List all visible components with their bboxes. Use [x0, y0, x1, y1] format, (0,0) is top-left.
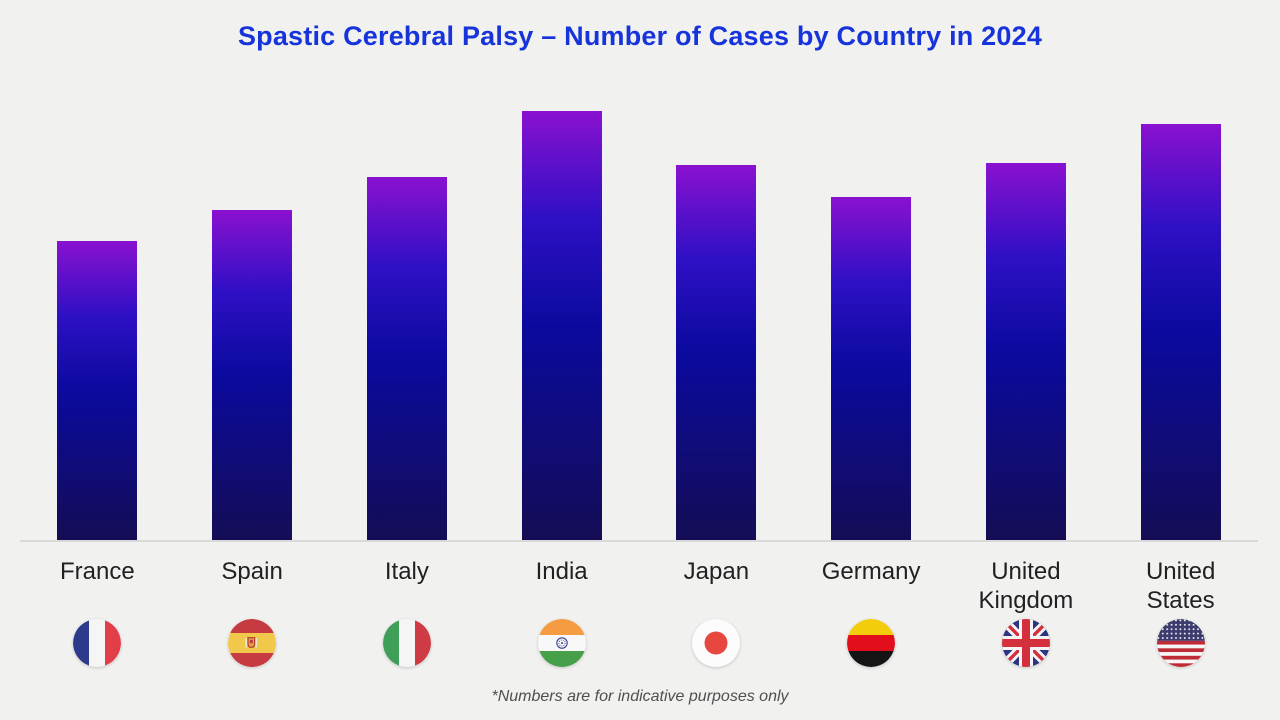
- flags-row: [20, 619, 1258, 667]
- united-kingdom-flag-icon: [1001, 619, 1050, 667]
- axis-label-united-states: United States: [1145, 558, 1216, 614]
- bar-japan: [676, 165, 757, 540]
- footnote: *Numbers are for indicative purposes onl…: [491, 688, 789, 705]
- spain-flag-icon: [228, 619, 277, 667]
- bar-column-india: [484, 111, 639, 540]
- france-flag-icon: [73, 619, 122, 667]
- japan-flag-icon: [692, 619, 741, 667]
- axis-label-italy: Italy: [384, 558, 429, 585]
- bar-column-united-states: [1103, 124, 1258, 540]
- bar-column-united-kingdom: [949, 163, 1104, 540]
- bar-column-france: [20, 241, 175, 540]
- bar-column-germany: [794, 197, 949, 540]
- x-axis-labels: France Spain Italy India Japan Germany U…: [20, 557, 1258, 615]
- italy-flag-icon: [382, 619, 431, 667]
- bar-germany: [831, 197, 912, 540]
- x-axis-baseline: [20, 540, 1258, 542]
- bar-spain: [212, 210, 293, 540]
- india-flag-icon: [537, 619, 586, 667]
- bar-france: [57, 241, 138, 540]
- axis-label-germany: Germany: [821, 558, 921, 585]
- axis-label-india: India: [535, 558, 588, 585]
- germany-flag-icon: [847, 619, 896, 667]
- bar-column-italy: [330, 177, 485, 540]
- chart-title: Spastic Cerebral Palsy – Number of Cases…: [237, 21, 1043, 51]
- united-states-flag-icon: [1156, 619, 1205, 667]
- bar-united-kingdom: [985, 163, 1066, 540]
- axis-label-united-kingdom: United Kingdom: [978, 558, 1074, 614]
- bar-united-states: [1140, 124, 1221, 540]
- axis-label-japan: Japan: [683, 558, 750, 585]
- bar-column-japan: [639, 165, 794, 540]
- bar-chart: [20, 0, 1258, 540]
- axis-label-france: France: [60, 558, 135, 585]
- axis-label-spain: Spain: [221, 558, 283, 585]
- bar-india: [521, 111, 602, 540]
- bar-italy: [366, 177, 447, 540]
- bar-column-spain: [175, 210, 330, 540]
